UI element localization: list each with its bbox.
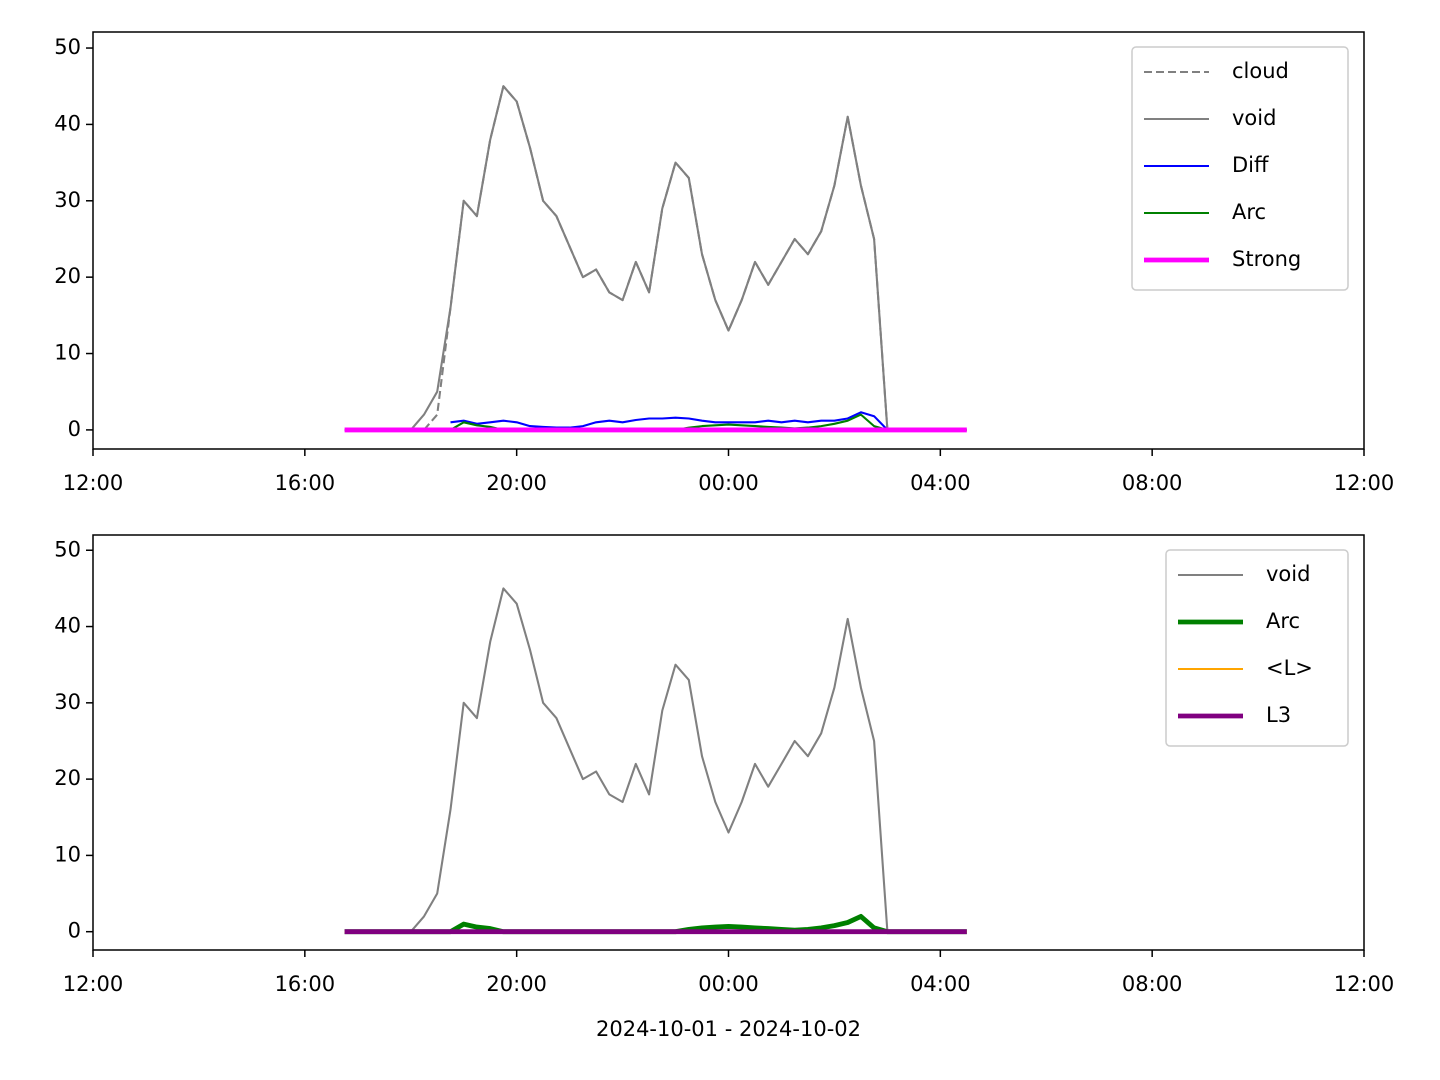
x-tick-label: 12:00 bbox=[63, 471, 124, 495]
legend-label: Diff bbox=[1232, 153, 1269, 177]
y-tick-label: 10 bbox=[54, 842, 81, 866]
x-tick-label: 00:00 bbox=[698, 471, 759, 495]
legend-label: <L> bbox=[1266, 656, 1313, 680]
y-tick-label: 40 bbox=[54, 614, 81, 638]
y-tick-label: 0 bbox=[68, 919, 81, 943]
y-tick-label: 0 bbox=[68, 417, 81, 441]
x-tick-label: 16:00 bbox=[275, 972, 336, 996]
legend-box bbox=[1131, 46, 1349, 291]
x-tick-label: 04:00 bbox=[910, 471, 971, 495]
x-tick-label: 16:00 bbox=[275, 471, 336, 495]
y-tick-label: 50 bbox=[54, 35, 81, 59]
axes-frame bbox=[92, 534, 1365, 951]
y-tick-label: 10 bbox=[54, 341, 81, 365]
axes-frame bbox=[92, 31, 1365, 450]
x-tick-label: 12:00 bbox=[1334, 972, 1395, 996]
legend-label: Arc bbox=[1232, 200, 1266, 224]
series-line bbox=[410, 85, 889, 431]
x-tick-label: 08:00 bbox=[1122, 972, 1183, 996]
x-tick-label: 12:00 bbox=[63, 972, 124, 996]
y-tick-label: 50 bbox=[54, 537, 81, 561]
y-tick-label: 30 bbox=[54, 690, 81, 714]
series-line bbox=[450, 411, 889, 431]
y-tick-label: 40 bbox=[54, 111, 81, 135]
legend-box bbox=[1165, 549, 1349, 747]
y-tick-label: 20 bbox=[54, 766, 81, 790]
legend-label: void bbox=[1232, 106, 1276, 130]
y-tick-label: 30 bbox=[54, 188, 81, 212]
x-tick-label: 20:00 bbox=[486, 972, 547, 996]
legend-label: L3 bbox=[1266, 703, 1291, 727]
series-line bbox=[410, 587, 889, 933]
legend-label: cloud bbox=[1232, 59, 1289, 83]
legend-label: void bbox=[1266, 562, 1310, 586]
y-tick-label: 20 bbox=[54, 264, 81, 288]
x-axis-label: 2024-10-01 - 2024-10-02 bbox=[596, 1017, 861, 1041]
x-tick-label: 08:00 bbox=[1122, 471, 1183, 495]
x-tick-label: 12:00 bbox=[1334, 471, 1395, 495]
legend-label: Arc bbox=[1266, 609, 1300, 633]
legend-label: Strong bbox=[1232, 247, 1301, 271]
x-tick-label: 20:00 bbox=[486, 471, 547, 495]
series-line bbox=[423, 85, 889, 431]
x-tick-label: 04:00 bbox=[910, 972, 971, 996]
x-tick-label: 00:00 bbox=[698, 972, 759, 996]
